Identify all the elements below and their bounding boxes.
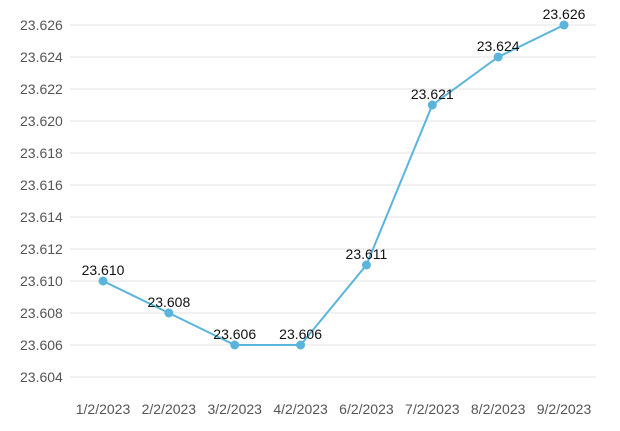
data-label: 23.610 [82, 262, 125, 278]
y-tick-label: 23.610 [20, 273, 63, 289]
data-point [493, 52, 503, 62]
data-label: 23.606 [279, 326, 322, 342]
y-tick-label: 23.612 [20, 241, 63, 257]
data-point [164, 308, 174, 318]
x-tick-label: 7/2/2023 [405, 401, 460, 417]
y-tick-label: 23.614 [20, 209, 63, 225]
y-tick-label: 23.604 [20, 369, 63, 385]
y-tick-label: 23.626 [20, 17, 63, 33]
y-tick-label: 23.624 [20, 49, 63, 65]
x-tick-label: 3/2/2023 [207, 401, 262, 417]
y-tick-label: 23.606 [20, 337, 63, 353]
data-label: 23.606 [213, 326, 256, 342]
x-tick-label: 1/2/2023 [76, 401, 131, 417]
y-tick-label: 23.622 [20, 81, 63, 97]
data-point [230, 340, 240, 350]
y-tick-label: 23.620 [20, 113, 63, 129]
data-label: 23.624 [477, 38, 520, 54]
series-layer [98, 20, 569, 350]
x-tick-label: 8/2/2023 [471, 401, 526, 417]
data-label: 23.608 [147, 294, 190, 310]
data-label: 23.611 [346, 246, 388, 262]
data-label: 23.621 [411, 86, 454, 102]
data-point [296, 340, 306, 350]
y-tick-label: 23.618 [20, 145, 63, 161]
x-tick-label: 9/2/2023 [537, 401, 592, 417]
y-tick-label: 23.608 [20, 305, 63, 321]
y-tick-label: 23.616 [20, 177, 63, 193]
x-tick-label: 2/2/2023 [142, 401, 197, 417]
data-labels-layer: 23.610 23.608 23.606 23.606 23.611 23.621 23.6… [82, 6, 586, 342]
grid-layer [70, 24, 596, 378]
data-point [559, 20, 569, 30]
data-label: 23.626 [543, 6, 586, 22]
series-line [102, 24, 565, 346]
x-tick-label: 6/2/2023 [339, 401, 394, 417]
data-point [361, 260, 371, 270]
data-point [427, 100, 437, 110]
y-axis: 23.604 23.606 23.608 23.610 23.612 23.614 23.6… [20, 17, 63, 385]
x-tick-label: 4/2/2023 [273, 401, 328, 417]
x-axis: 1/2/2023 2/2/2023 3/2/2023 4/2/2023 6/2/2023… [76, 401, 592, 417]
data-point [98, 276, 108, 286]
